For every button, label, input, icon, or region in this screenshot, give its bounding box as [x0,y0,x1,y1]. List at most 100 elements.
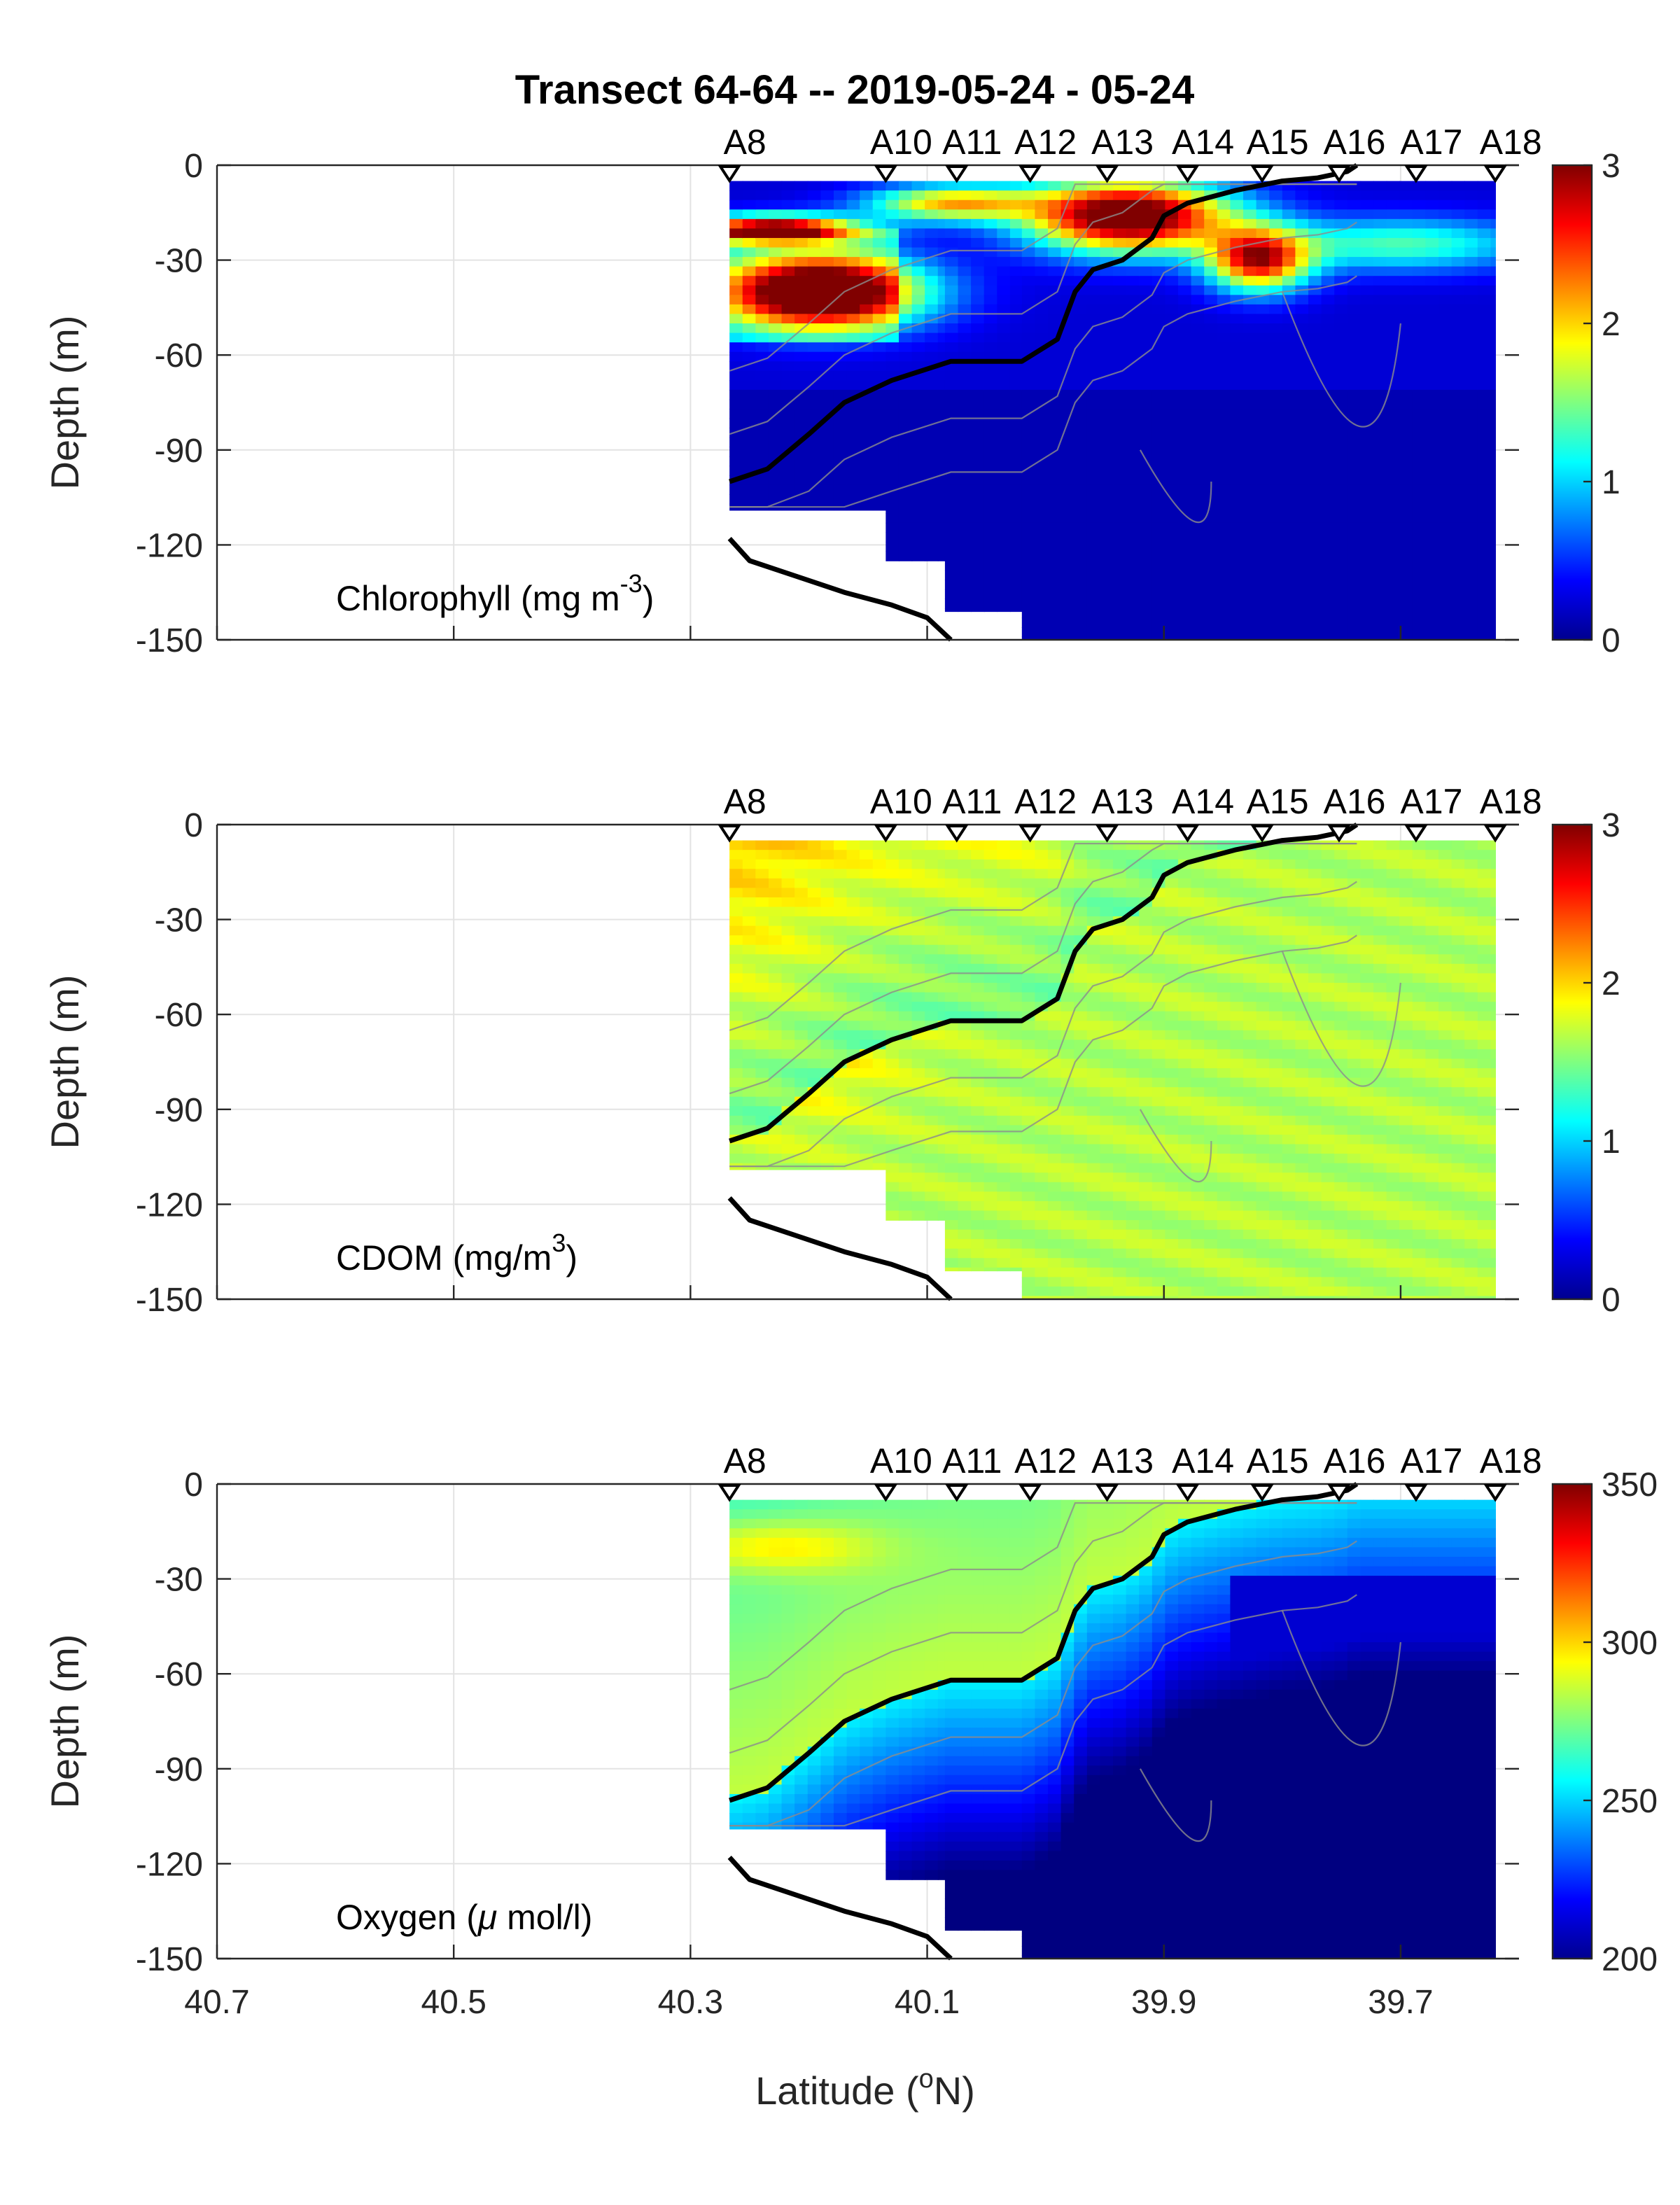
heat-cell [911,541,925,552]
heat-cell [794,247,808,258]
heat-cell [820,1058,834,1069]
heat-cell [1308,200,1322,211]
heat-cell [1347,428,1362,438]
heat-cell [1204,1011,1218,1022]
heat-cell [944,456,959,467]
heat-cell [1477,218,1492,230]
heat-cell [1035,897,1049,908]
heat-cell [1308,1049,1322,1060]
heat-cell [1399,361,1413,372]
heat-cell [1334,522,1348,533]
heat-cell [1230,447,1244,457]
heat-cell [937,1191,946,1202]
heat-cell [1360,484,1374,495]
heat-cell [937,503,946,514]
heat-cell [1386,190,1401,201]
heat-cell [1490,266,1496,276]
heat-cell [925,513,939,524]
heat-cell [983,190,998,201]
heat-cell [997,1210,1011,1221]
heat-cell [807,409,822,419]
heat-cell [1126,237,1140,248]
heat-cell [846,409,860,419]
heat-cell [1256,522,1270,533]
heat-cell [958,840,972,850]
heat-cell [820,973,834,983]
heat-cell [958,1191,972,1202]
heat-cell [1230,1021,1244,1031]
heat-cell [1086,992,1101,1002]
heat-cell [755,409,769,419]
heat-cell [958,181,972,191]
heat-cell [983,906,998,917]
heat-cell [768,1011,783,1022]
heat-cell [781,342,795,353]
heat-cell [997,475,1011,486]
heat-cell [1230,399,1244,410]
heat-cell [1074,200,1088,211]
heat-cell [1021,983,1036,993]
heat-cell [983,1267,998,1272]
heat-cell [1165,1277,1179,1287]
heat-cell [1086,636,1101,640]
heat-cell [1021,1229,1036,1240]
heat-cell [1152,963,1166,974]
heat-cell [1021,570,1036,580]
heat-cell [1295,1144,1309,1154]
heat-cell [1074,636,1088,640]
heat-cell [911,181,925,191]
heat-cell [1165,1200,1179,1212]
heat-cell [1412,342,1427,353]
heat-cell [755,399,769,410]
heat-cell [1282,1277,1296,1287]
heat-cell [1334,532,1348,542]
heat-cell [820,228,834,239]
heat-cell [944,484,959,495]
y-tick-label: -90 [155,433,203,470]
heat-cell [1243,190,1257,201]
heat-cell [1204,916,1218,927]
heat-cell [1204,428,1218,438]
heat-cell [1074,1096,1088,1107]
heat-cell [1204,361,1218,372]
heat-cell [1347,1030,1362,1041]
heat-cell [1165,389,1179,400]
heat-cell [833,1030,848,1041]
heat-cell [1438,332,1452,343]
heat-cell [872,399,887,410]
heat-cell [1100,361,1114,372]
heat-cell [1009,1002,1023,1012]
heat-cell [997,1106,1011,1116]
heat-cell [1021,1182,1036,1193]
heat-cell [1347,276,1362,286]
heat-cell [1269,1220,1283,1231]
heat-cell [1100,1106,1114,1116]
heat-cell [1282,888,1296,898]
heat-cell [1282,380,1296,391]
heat-cell [1334,484,1348,495]
heat-cell [1373,589,1387,600]
heat-cell [729,247,743,258]
heat-cell [1035,1154,1049,1164]
heat-cell [1126,276,1140,286]
heat-cell [997,888,1011,898]
heat-cell [1048,859,1062,870]
heat-cell [925,1087,939,1098]
heat-cell [1035,456,1049,467]
heat-cell [911,456,925,467]
heat-cell [1360,906,1374,917]
heat-cell [958,1182,972,1193]
heat-cell [1295,973,1309,983]
heat-cell [997,370,1011,382]
heat-cell [742,897,757,908]
heat-cell [1126,218,1140,230]
heat-cell [1152,541,1166,552]
heat-cell [983,869,998,879]
heat-cell [846,888,860,898]
heat-cell [886,1106,899,1116]
heat-cell [1191,944,1205,955]
heat-cell [807,992,822,1002]
heat-cell [833,209,848,220]
heat-cell [1139,389,1153,400]
heat-cell [1347,342,1362,353]
